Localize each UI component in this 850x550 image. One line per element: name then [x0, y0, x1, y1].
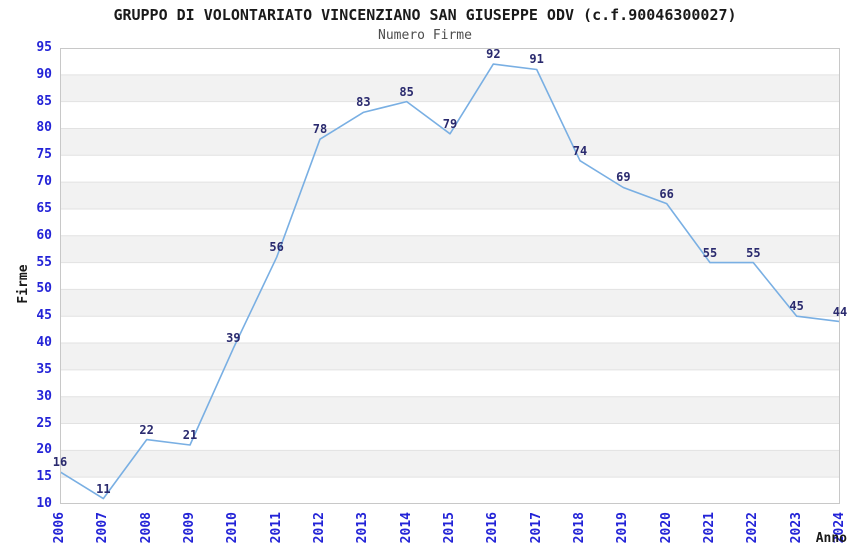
y-tick-label: 95: [36, 40, 52, 55]
data-point-label: 22: [139, 422, 154, 437]
data-point-label: 56: [269, 240, 284, 255]
stripe-band: [60, 235, 840, 263]
stripe-band: [60, 396, 840, 424]
data-point-label: 45: [789, 299, 804, 314]
stripe-band: [60, 74, 840, 102]
data-point-label: 16: [52, 454, 68, 469]
chart-subtitle: Numero Firme: [378, 28, 472, 43]
data-point-label: 11: [96, 481, 111, 496]
x-tick-label: 2017: [528, 512, 544, 544]
x-tick-label: 2006: [52, 512, 67, 544]
data-point-label: 44: [832, 304, 848, 319]
x-tick-label: 2012: [312, 512, 327, 544]
y-tick-label: 70: [36, 174, 52, 190]
x-tick-label: 2007: [95, 512, 111, 544]
data-point-label: 83: [356, 95, 371, 110]
y-tick-label: 25: [36, 415, 52, 431]
y-tick-label: 45: [36, 308, 52, 324]
stripe-band: [60, 289, 840, 317]
data-point-label: 39: [226, 331, 241, 346]
data-point-label: 55: [746, 245, 761, 260]
x-tick-label: 2014: [398, 512, 414, 544]
x-tick-label: 2016: [485, 512, 501, 544]
y-tick-label: 90: [36, 66, 52, 82]
plot-border: [60, 48, 840, 504]
plot-area: [60, 48, 840, 504]
data-point-label: 79: [442, 116, 458, 131]
chart-title: GRUPPO DI VOLONTARIATO VINCENZIANO SAN G…: [113, 6, 737, 24]
data-point-label: 69: [616, 170, 631, 185]
x-tick-label: 2023: [788, 512, 804, 544]
x-tick-label: 2010: [225, 512, 241, 544]
x-tick-label: 2019: [615, 512, 631, 544]
data-point-label: 21: [182, 427, 198, 442]
data-point-label: 78: [312, 122, 328, 137]
x-tick-label: 2008: [138, 512, 154, 544]
stripe-band: [60, 182, 840, 209]
y-tick-label: 35: [36, 361, 52, 377]
y-tick-label: 60: [36, 227, 52, 243]
x-tick-label: 2013: [355, 512, 371, 544]
y-tick-label: 20: [36, 442, 52, 458]
y-tick-label: 55: [36, 254, 52, 270]
y-tick-label: 65: [36, 200, 52, 216]
y-axis-title: Firme: [16, 264, 31, 304]
x-tick-label: 2015: [442, 512, 457, 544]
data-point-label: 91: [529, 52, 544, 67]
data-point-label: 55: [702, 245, 718, 260]
x-tick-label: 2021: [702, 512, 717, 544]
data-point-label: 66: [659, 186, 674, 201]
y-tick-label: 10: [36, 496, 52, 511]
y-tick-label: 80: [36, 120, 52, 136]
stripe-band: [60, 343, 840, 370]
y-tick-label: 40: [36, 335, 52, 351]
x-tick-label: 2018: [572, 512, 587, 544]
x-tick-label: 2020: [658, 512, 674, 544]
x-tick-label: 2011: [268, 512, 284, 544]
x-axis-title: Anno: [815, 531, 847, 546]
data-point-label: 92: [486, 47, 501, 62]
data-point-label: 85: [399, 84, 414, 99]
x-tick-label: 2022: [745, 512, 761, 544]
firme-line-series: [60, 63, 840, 500]
y-tick-label: 15: [36, 469, 52, 485]
y-tick-label: 50: [36, 281, 52, 297]
x-tick-label: 2009: [182, 512, 197, 544]
y-tick-label: 85: [36, 93, 52, 109]
data-point-label: 74: [572, 143, 588, 158]
y-tick-label: 30: [36, 388, 52, 404]
y-tick-label: 75: [36, 147, 52, 163]
stripe-band: [60, 450, 840, 478]
